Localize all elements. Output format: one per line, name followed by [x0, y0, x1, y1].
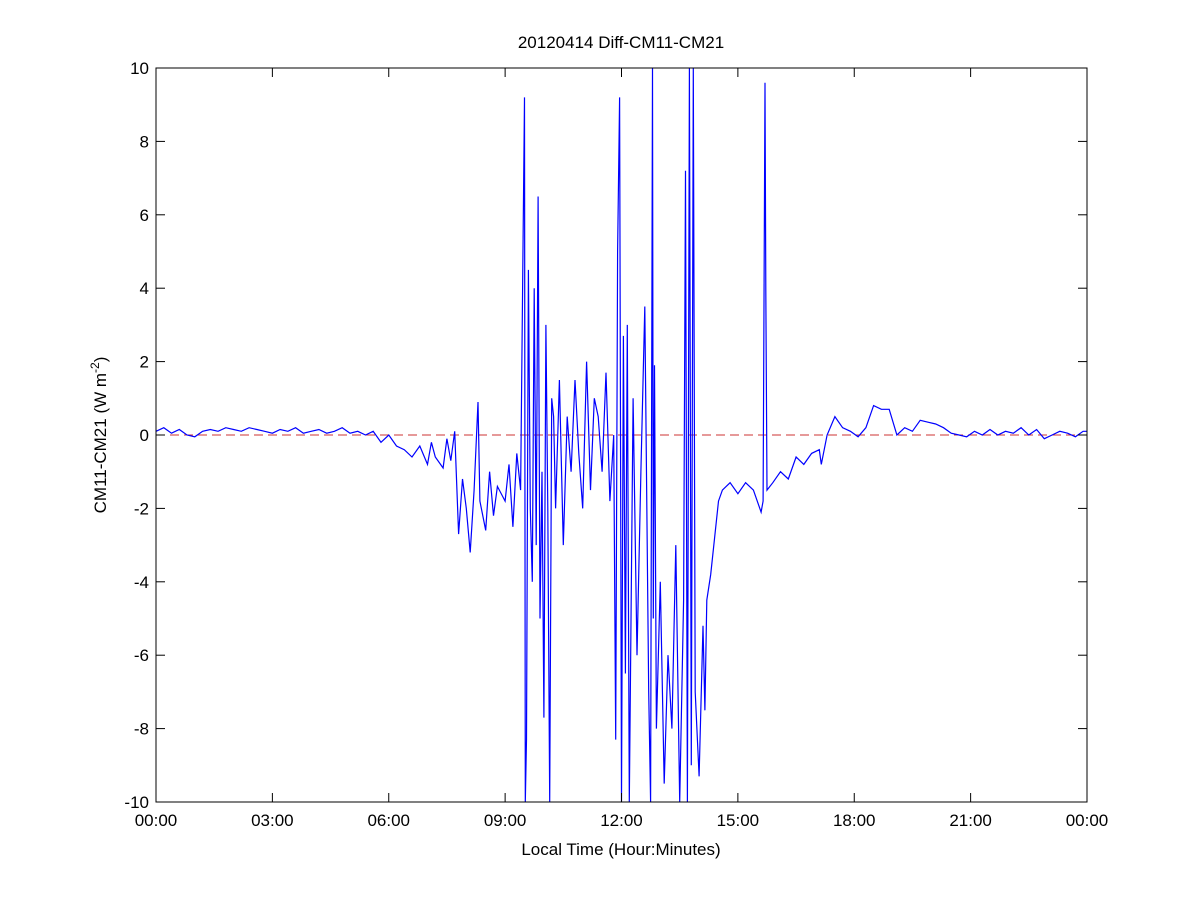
y-tick-label: 8	[140, 132, 149, 151]
y-tick-label: 10	[130, 59, 149, 78]
chart-title: 20120414 Diff-CM11-CM21	[518, 33, 724, 52]
y-axis-label-main: CM11-CM21 (W m	[91, 373, 110, 513]
y-tick-label: 0	[140, 426, 149, 445]
y-tick-label: 2	[140, 353, 149, 372]
series-line-0	[156, 68, 1087, 802]
y-tick-label: -2	[134, 499, 149, 518]
y-tick-label: -10	[124, 793, 149, 812]
x-axis-label: Local Time (Hour:Minutes)	[521, 840, 720, 859]
y-tick-label: 4	[140, 279, 149, 298]
y-tick-label: -8	[134, 720, 149, 739]
y-axis-label-close: )	[91, 357, 110, 363]
x-tick-label: 00:00	[1066, 811, 1109, 830]
x-tick-label: 18:00	[833, 811, 876, 830]
x-tick-label: 15:00	[717, 811, 760, 830]
x-tick-label: 21:00	[949, 811, 992, 830]
x-tick-label: 03:00	[251, 811, 294, 830]
plot-area: 00:00 03:00 06:00 09:00 12:00 15:00 18:00 21:00…	[124, 59, 1108, 830]
y-axis-label: CM11-CM21 (W m-2)	[88, 357, 110, 514]
x-tick-label: 12:00	[600, 811, 643, 830]
y-tick-label: -6	[134, 646, 149, 665]
x-tick-label: 09:00	[484, 811, 527, 830]
y-tick-label: -4	[134, 573, 149, 592]
x-tick-label: 00:00	[135, 811, 178, 830]
x-tick-label: 06:00	[367, 811, 410, 830]
y-axis-label-sup: -2	[88, 362, 102, 373]
y-tick-label: 6	[140, 206, 149, 225]
